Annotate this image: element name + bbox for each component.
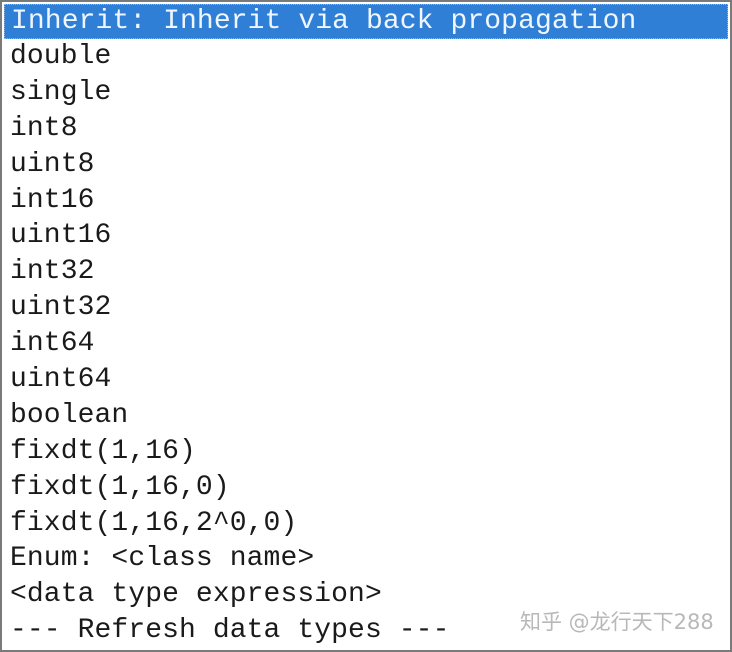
dropdown-option[interactable]: double xyxy=(10,41,112,72)
dropdown-option[interactable]: int32 xyxy=(10,256,95,288)
dropdown-option[interactable]: uint32 xyxy=(10,292,112,324)
dropdown-option[interactable]: --- Refresh data types --- xyxy=(10,615,450,647)
watermark: 知乎 @龙行天下288 xyxy=(520,610,714,634)
dropdown-option[interactable]: uint8 xyxy=(10,148,95,180)
dropdown-option[interactable]: fixdt(1,16,0) xyxy=(10,471,230,503)
dropdown-option[interactable]: fixdt(1,16) xyxy=(10,435,196,467)
dropdown-option[interactable]: int8 xyxy=(10,112,78,144)
dropdown-option[interactable]: uint16 xyxy=(10,220,112,252)
dropdown-option[interactable]: int16 xyxy=(10,184,95,216)
dropdown-option[interactable]: uint64 xyxy=(10,364,112,396)
dropdown-option[interactable]: boolean xyxy=(10,399,129,431)
dropdown-option[interactable]: single xyxy=(10,76,112,108)
dropdown-option[interactable]: int64 xyxy=(10,328,95,360)
dropdown-option[interactable]: fixdt(1,16,2^0,0) xyxy=(10,507,298,539)
dropdown-option[interactable]: Enum: <class name> xyxy=(10,543,315,575)
dropdown-option[interactable]: <data type expression> xyxy=(10,579,382,611)
dropdown-option-selected[interactable]: Inherit: Inherit via back propagation xyxy=(4,4,728,39)
